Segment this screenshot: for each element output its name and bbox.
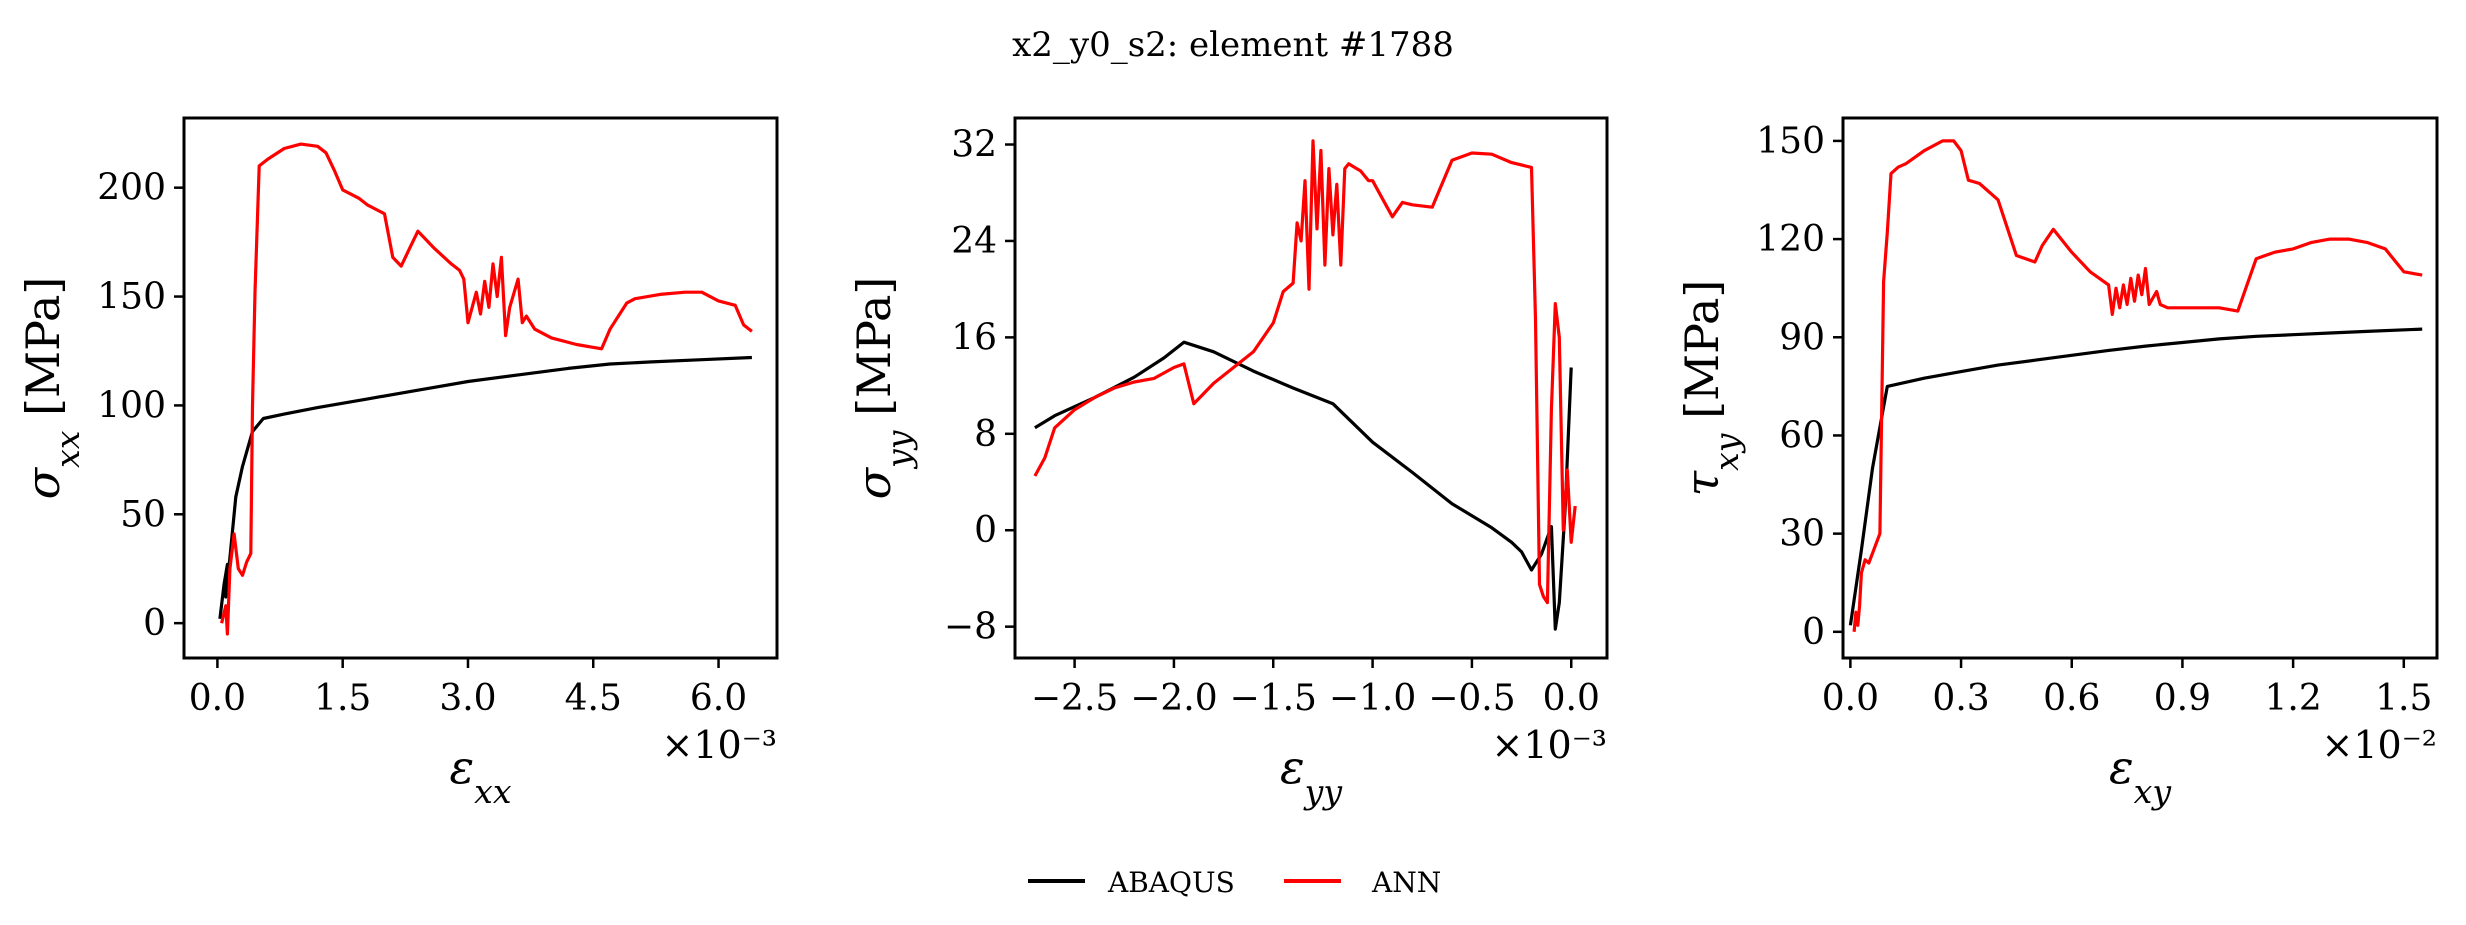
y-tick-label: 150 xyxy=(97,277,166,318)
x-tick-label: 1.5 xyxy=(314,678,371,719)
x-scale-label: ×10⁻² xyxy=(2322,723,2437,767)
chart-sigma-yy: −2.5 −2.0 −1.5 −1.0 −0.5 0.0 −8 0 8 16 24 32 ×10⁻³ εy… xyxy=(847,116,1609,811)
y-axis-label-sigma-xx: σxx [MPa] xyxy=(16,277,87,500)
series-line-abaqus xyxy=(1848,327,2423,626)
y-tick-label: 0 xyxy=(143,603,166,644)
figure-title: x2_y0_s2: element #1788 xyxy=(1012,25,1454,65)
y-tick-label: 60 xyxy=(1779,415,1825,456)
y-tick-label: 50 xyxy=(120,494,166,535)
x-tick-label: −1.5 xyxy=(1230,678,1317,719)
x-tick-label: 0.0 xyxy=(189,678,246,719)
y-tick-label: −8 xyxy=(944,607,997,648)
legend: ABAQUS ANN xyxy=(1028,866,1441,899)
x-tick-label: 6.0 xyxy=(690,678,747,719)
y-tick-label: 150 xyxy=(1756,121,1825,162)
y-tick-label: 0 xyxy=(1802,612,1825,653)
axes-frame xyxy=(1841,116,2439,660)
x-scale-label: ×10⁻³ xyxy=(662,723,777,767)
y-tick-label: 32 xyxy=(951,125,997,166)
x-tick-label: −2.0 xyxy=(1130,678,1217,719)
x-tick-label: −2.5 xyxy=(1031,678,1118,719)
y-tick-label: 24 xyxy=(951,221,997,262)
x-axis-label-eps-yy: εyy xyxy=(1280,740,1343,811)
y-axis-label-tau-xy: τxy [MPa] xyxy=(1675,280,1746,497)
y-tick-label: 30 xyxy=(1779,514,1825,555)
series-group xyxy=(1848,139,2423,632)
x-tick-label: 0.6 xyxy=(2043,678,2100,719)
series-line-ann xyxy=(1852,139,2423,632)
x-axis-label-eps-xx: εxx xyxy=(449,740,511,811)
x-tick-label: 1.5 xyxy=(2375,678,2432,719)
x-axis-label-eps-xy: εxy xyxy=(2109,740,2172,811)
series-line-ann xyxy=(220,142,753,636)
x-tick-label: 0.0 xyxy=(1822,678,1879,719)
x-tick-label: 3.0 xyxy=(439,678,496,719)
chart-tau-xy: 0.0 0.3 0.6 0.9 1.2 1.5 0 30 60 90 120 150 ×10⁻² εxy τ… xyxy=(1675,116,2439,811)
legend-label-abaqus: ABAQUS xyxy=(1107,866,1235,899)
x-scale-label: ×10⁻³ xyxy=(1492,723,1607,767)
y-axis-label-sigma-yy: σyy [MPa] xyxy=(847,277,918,500)
y-tick-label: 16 xyxy=(951,317,997,358)
series-line-abaqus xyxy=(1034,340,1573,631)
y-tick-label: 200 xyxy=(97,168,166,209)
x-tick-label: 4.5 xyxy=(565,678,622,719)
y-tick-label: 100 xyxy=(97,385,166,426)
axes-frame xyxy=(1013,116,1609,660)
x-tick-label: 0.0 xyxy=(1543,678,1600,719)
axes-frame xyxy=(182,116,779,660)
x-tick-label: 0.3 xyxy=(1932,678,1989,719)
legend-label-ann: ANN xyxy=(1371,866,1441,899)
series-line-abaqus xyxy=(218,355,752,619)
y-tick-label: 8 xyxy=(974,414,997,455)
series-line-ann xyxy=(1033,139,1577,605)
series-group xyxy=(1033,139,1577,631)
y-tick-label: 120 xyxy=(1756,219,1825,260)
chart-sigma-xx: 0.0 1.5 3.0 4.5 6.0 0 50 100 150 200 ×10⁻³ εxx σxx [… xyxy=(16,116,779,811)
x-tick-label: 1.2 xyxy=(2264,678,2321,719)
series-group xyxy=(218,142,753,636)
y-tick-label: 0 xyxy=(974,510,997,551)
y-tick-label: 90 xyxy=(1779,317,1825,358)
x-tick-label: −0.5 xyxy=(1428,678,1515,719)
x-tick-label: 0.9 xyxy=(2154,678,2211,719)
x-tick-label: −1.0 xyxy=(1329,678,1416,719)
